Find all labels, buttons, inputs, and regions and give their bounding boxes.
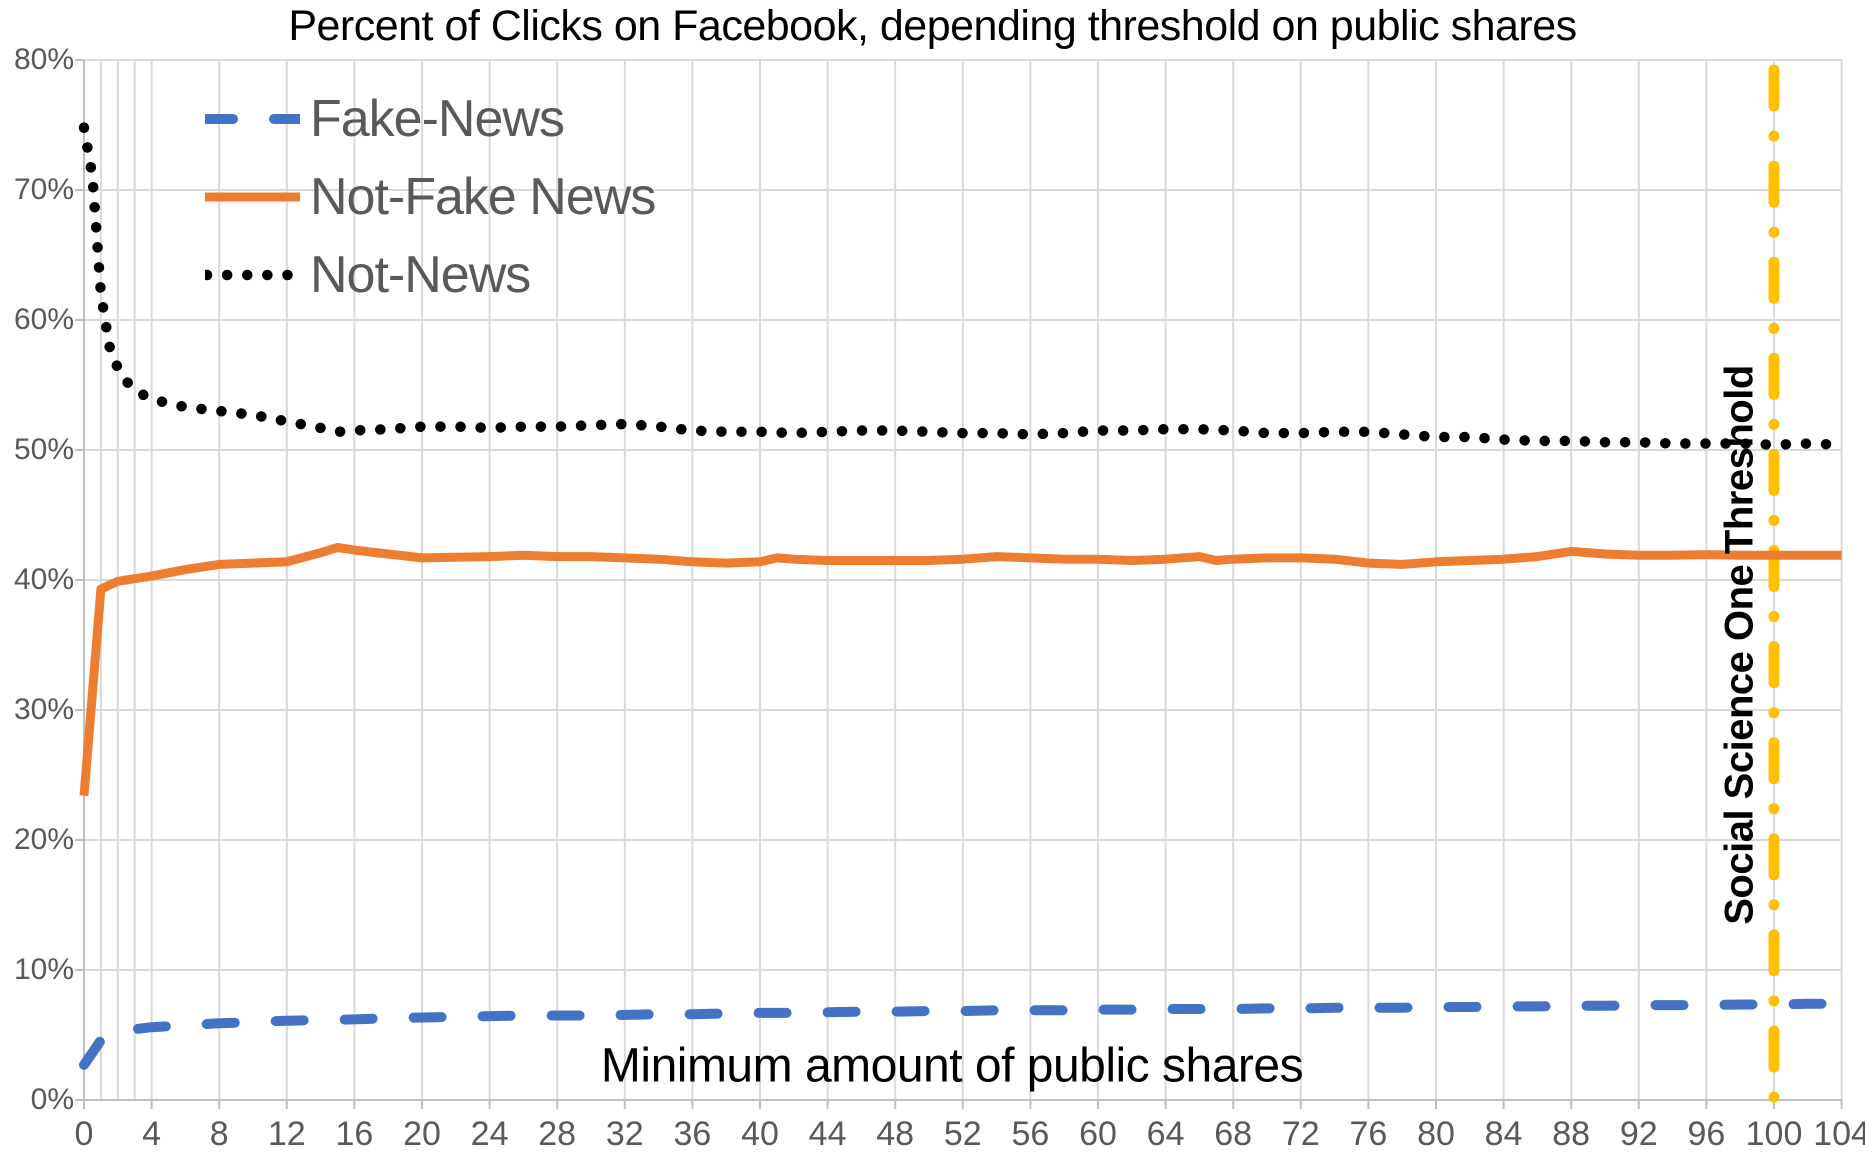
- x-tick-label: 24: [470, 1115, 509, 1153]
- x-tick-label: 104: [1813, 1115, 1865, 1153]
- x-tick-label: 48: [876, 1115, 915, 1153]
- x-tick-label: 60: [1079, 1115, 1117, 1153]
- x-tick-label: 68: [1214, 1115, 1253, 1153]
- x-tick-label: 96: [1687, 1115, 1726, 1153]
- x-tick-label: 28: [538, 1115, 577, 1153]
- legend: Fake-News Not-Fake News Not-News: [205, 80, 656, 314]
- x-tick-label: 32: [605, 1115, 644, 1153]
- not-news-line-sample-icon: [205, 269, 300, 281]
- x-tick-label: 84: [1484, 1115, 1523, 1153]
- y-tick-label: 60%: [13, 303, 74, 336]
- y-tick-label: 20%: [13, 823, 74, 856]
- y-tick-label: 80%: [13, 43, 74, 76]
- not-fake-news-line-sample-icon: [205, 192, 300, 202]
- x-tick-label: 80: [1417, 1115, 1455, 1153]
- series-not-fake-news: [79, 543, 1842, 797]
- x-tick-label: 12: [267, 1115, 306, 1153]
- fake-news-line-sample-icon: [205, 114, 300, 124]
- legend-item-not-news: Not-News: [205, 236, 655, 314]
- x-tick-label: 36: [673, 1115, 712, 1153]
- legend-item-not-fake-news: Not-Fake News: [205, 158, 656, 236]
- y-tick-label: 30%: [13, 693, 74, 726]
- series-fake-news: [79, 998, 1847, 1070]
- x-tick-label: 76: [1349, 1115, 1388, 1153]
- x-tick-label: 92: [1619, 1115, 1658, 1153]
- x-tick-label: 56: [1011, 1115, 1050, 1153]
- x-tick-label: 64: [1146, 1115, 1185, 1153]
- threshold-annotation-label: Social Science One Threshold: [1717, 365, 1762, 925]
- y-tick-label: 0%: [30, 1083, 74, 1116]
- x-tick-label: 88: [1552, 1115, 1591, 1153]
- y-tick-label: 70%: [13, 173, 74, 206]
- x-tick-label: 52: [943, 1115, 982, 1153]
- x-tick-label: 20: [403, 1115, 441, 1153]
- x-tick-label: 8: [209, 1115, 229, 1153]
- y-tick-label: 40%: [13, 563, 74, 596]
- x-tick-label: 44: [808, 1115, 847, 1153]
- x-axis-title: Minimum amount of public shares: [600, 1039, 1304, 1093]
- legend-item-fake-news: Fake-News: [205, 80, 655, 158]
- x-tick-label: 16: [335, 1115, 374, 1153]
- legend-label-not-news: Not-News: [310, 246, 531, 304]
- y-tick-label: 10%: [13, 953, 74, 986]
- series-not-news: [78, 122, 1847, 451]
- legend-label-fake-news: Fake-News: [310, 90, 565, 148]
- legend-label-not-fake-news: Not-Fake News: [310, 168, 656, 226]
- y-tick-label: 50%: [13, 433, 74, 466]
- x-tick-label: 72: [1281, 1115, 1320, 1153]
- x-tick-label: 4: [142, 1115, 162, 1153]
- chart-title: Percent of Clicks on Facebook, depending…: [288, 2, 1577, 50]
- x-tick-label: 40: [741, 1115, 779, 1153]
- x-tick-label: 100: [1745, 1115, 1803, 1153]
- x-tick-label: 0: [74, 1115, 94, 1153]
